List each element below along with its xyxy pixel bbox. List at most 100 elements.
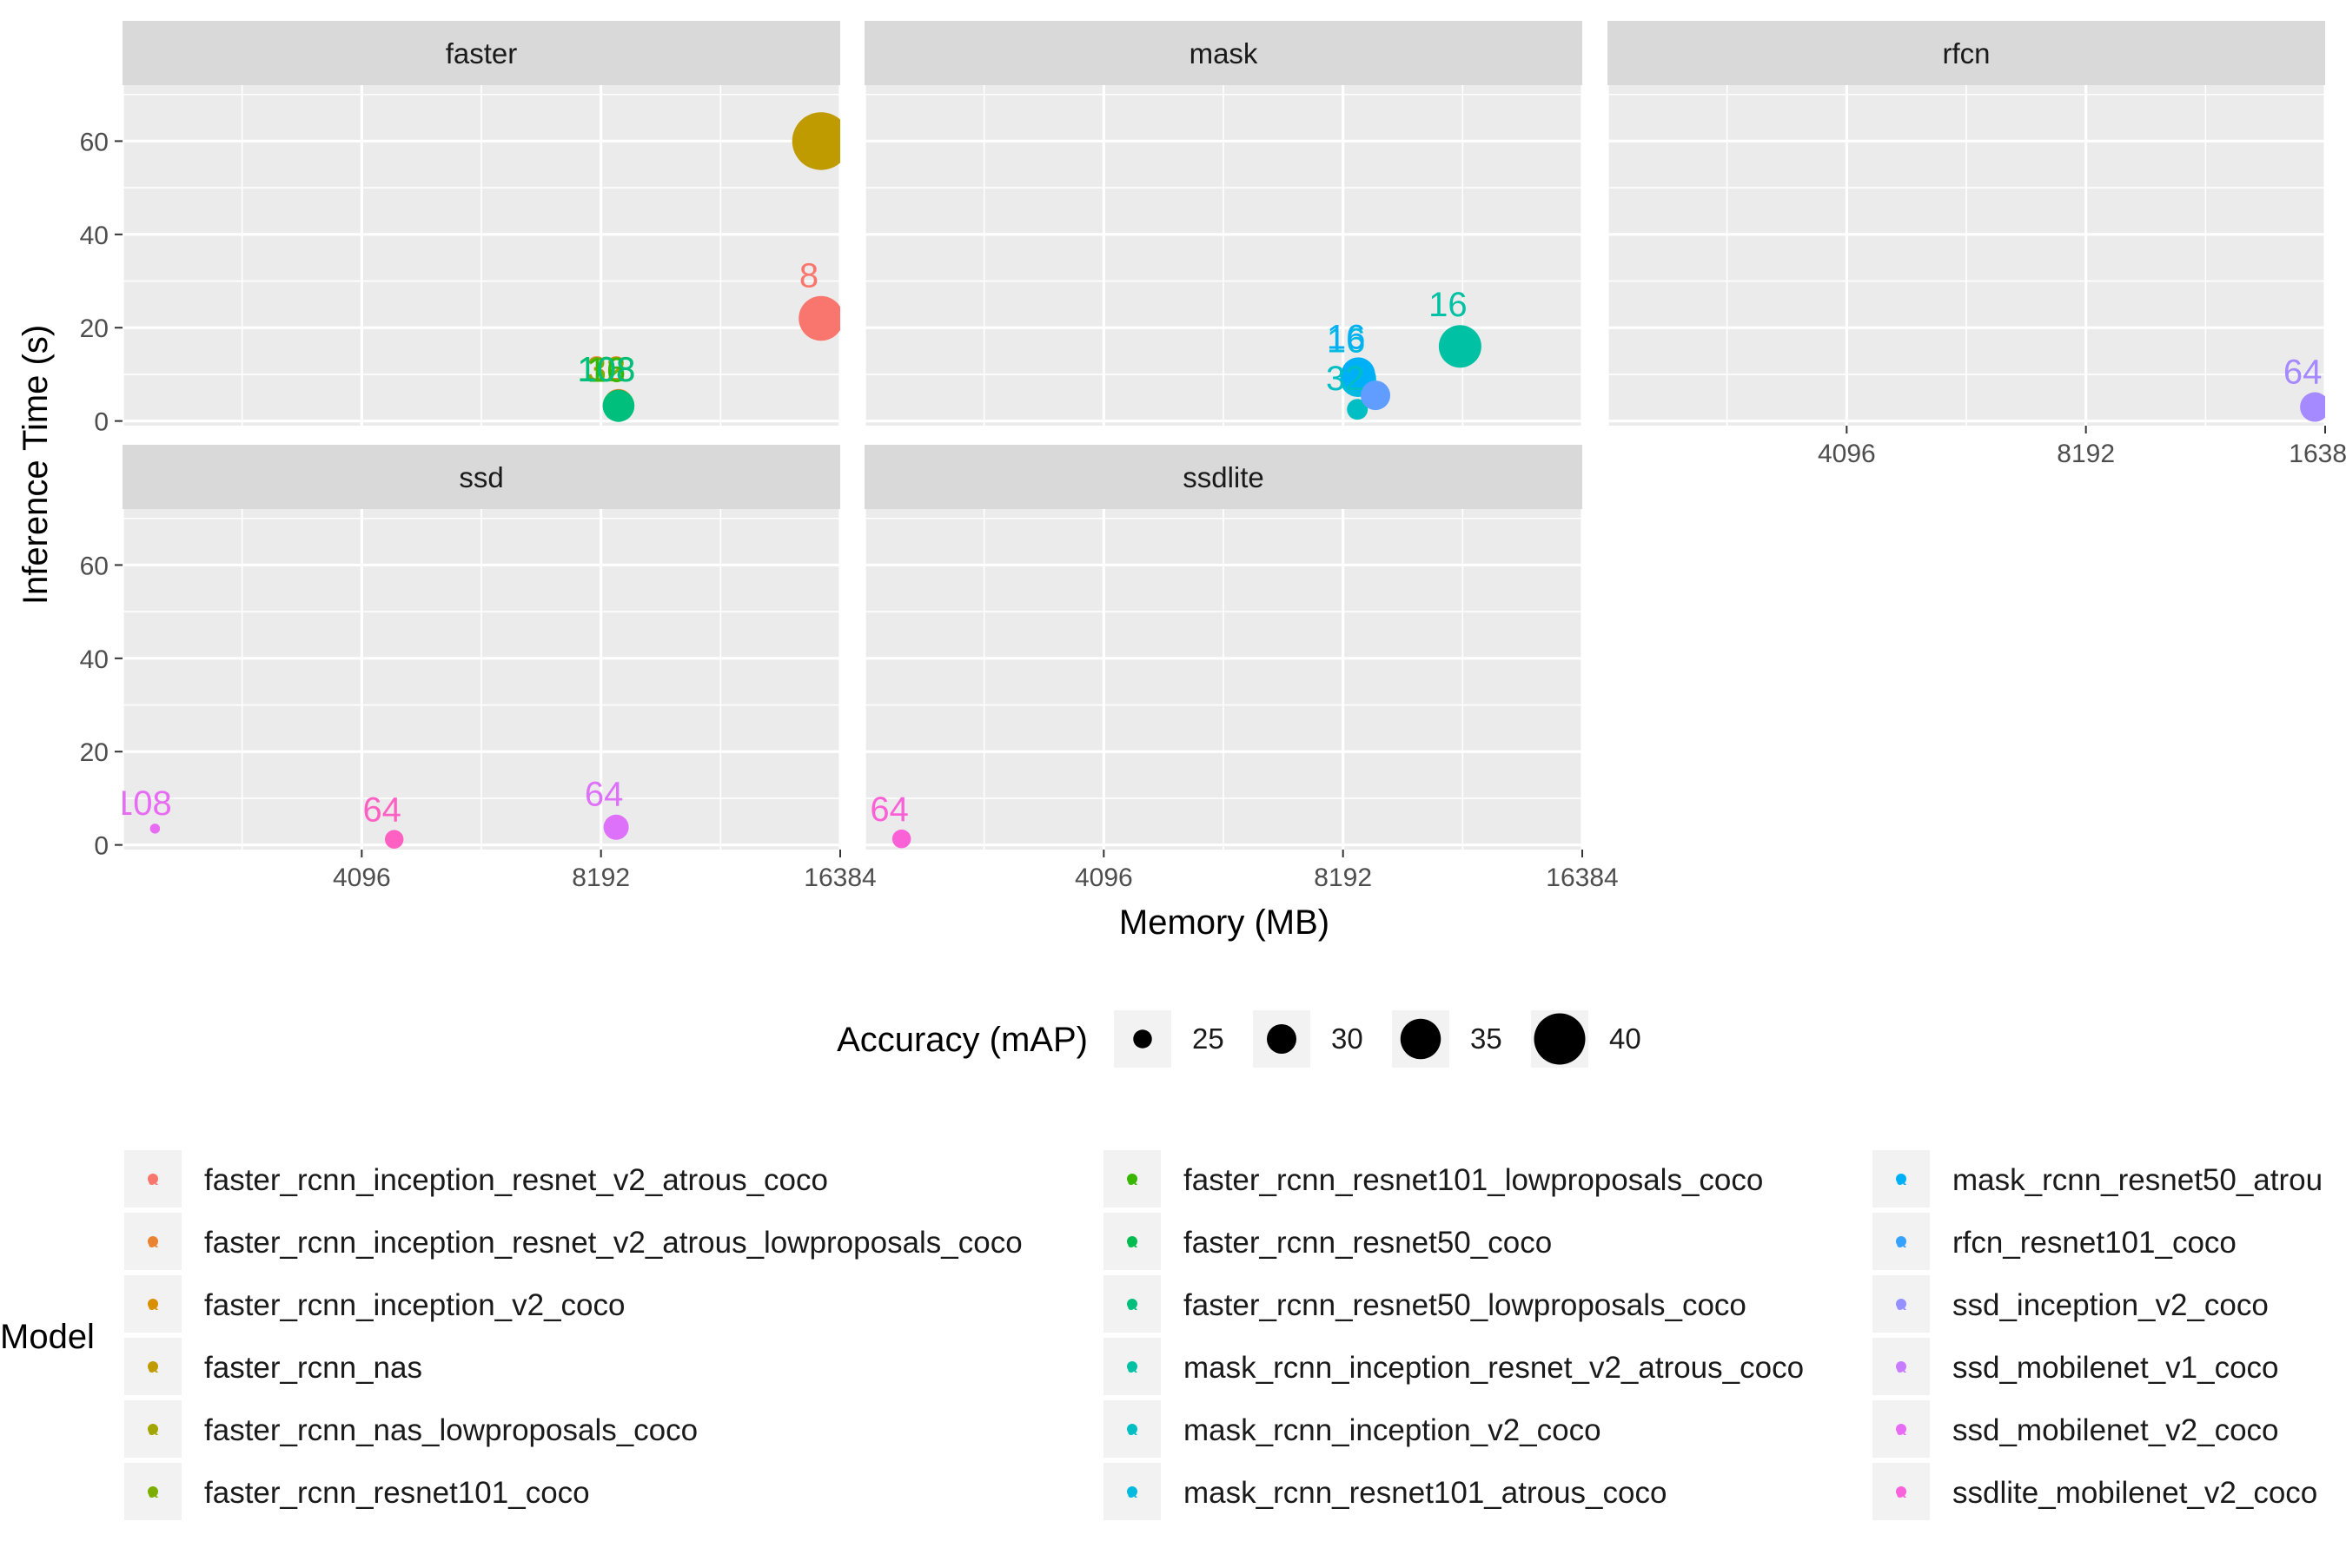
color-legend-dot xyxy=(1127,1299,1137,1309)
color-legend-letter: a xyxy=(1896,1420,1906,1439)
color-legend-dot xyxy=(148,1486,158,1497)
y-tick-label: 0 xyxy=(94,408,109,437)
size-legend-label: 40 xyxy=(1609,1022,1641,1055)
facet-strip-label-faster: faster xyxy=(446,37,518,69)
x-tick-label: 4096 xyxy=(333,863,391,892)
y-tick-label: 60 xyxy=(80,552,109,580)
y-tick-label: 40 xyxy=(80,222,109,250)
size-legend-dot xyxy=(1534,1013,1586,1065)
color-legend-dot xyxy=(148,1361,158,1372)
color-legend-letter: a xyxy=(1127,1295,1137,1314)
data-label-ssd: 108 xyxy=(114,784,172,823)
data-label-faster: 32 xyxy=(587,351,626,389)
color-legend: Model a faster_rcnn_inception_resnet_v2_at… xyxy=(0,1150,2323,1520)
color-legend-dot xyxy=(148,1424,158,1434)
y-axis-title: Inference Time (s) xyxy=(17,325,55,605)
data-point-ssd xyxy=(384,830,404,849)
color-legend-letter: a xyxy=(148,1358,158,1377)
data-label-faster: 32 xyxy=(587,350,626,388)
data-label-mask: 32 xyxy=(1326,360,1365,398)
color-legend-dot xyxy=(148,1174,158,1184)
facet-panel-ssdlite: ssdlite 4096 8192 16384 xyxy=(863,445,1619,892)
color-legend-dot xyxy=(1896,1361,1906,1372)
color-legend-label: faster_rcnn_nas_lowproposals_coco xyxy=(204,1413,698,1447)
data-label-mask: 16 xyxy=(1327,322,1366,361)
data-point-ssdlite xyxy=(891,829,911,849)
size-legend-dot xyxy=(1133,1029,1152,1049)
y-tick-label: 0 xyxy=(94,832,109,861)
color-legend-label: faster_rcnn_inception_resnet_v2_atrous_l… xyxy=(204,1226,1023,1260)
facet-strip-ssdlite xyxy=(865,445,1582,509)
data-label-ssdlite: 64 xyxy=(870,791,909,829)
color-legend-letter: a xyxy=(148,1483,158,1502)
color-legend-letter: a xyxy=(1896,1483,1906,1502)
data-label-ssd: 64 xyxy=(585,776,624,814)
facet-strip-label-rfcn: rfcn xyxy=(1942,37,1990,69)
size-legend-label: 35 xyxy=(1470,1022,1502,1055)
color-legend-label: faster_rcnn_nas xyxy=(204,1351,422,1385)
color-legend-letter: a xyxy=(1896,1358,1906,1377)
color-legend-dot xyxy=(1896,1299,1906,1309)
color-legend-label: ssd_inception_v2_coco xyxy=(1952,1288,2269,1322)
facet-strip-label-ssdlite: ssdlite xyxy=(1183,461,1264,493)
color-legend-label: faster_rcnn_inception_v2_coco xyxy=(204,1288,625,1322)
data-label-rfcn: 64 xyxy=(2283,354,2323,392)
color-legend-dot xyxy=(1896,1486,1906,1497)
facet-panel-rfcn: rfcn 4096 8192 16384 xyxy=(1606,21,2346,468)
color-legend-letter: a xyxy=(1896,1170,1906,1189)
data-point-faster xyxy=(799,295,840,341)
x-tick-label: 16384 xyxy=(2289,440,2346,468)
color-legend-label: ssdlite_mobilenet_v2_coco xyxy=(1952,1476,2317,1510)
data-point-ssd xyxy=(149,824,161,834)
facet-panel-ssd: ssd 0 20 40 60 4096 8192 16384 xyxy=(80,445,877,892)
color-legend-dot xyxy=(148,1299,158,1309)
color-legend-label: mask_rcnn_inception_resnet_v2_atrous_coc… xyxy=(1183,1351,1804,1385)
y-tick-label: 60 xyxy=(80,128,109,156)
x-tick-label: 8192 xyxy=(572,863,630,892)
color-legend-label: ssd_mobilenet_v2_coco xyxy=(1952,1413,2279,1447)
data-point-mask xyxy=(1347,399,1368,420)
color-legend-label: faster_rcnn_resnet101_lowproposals_coco xyxy=(1183,1163,1763,1197)
data-label-faster: 8 xyxy=(799,257,818,295)
data-point-faster xyxy=(602,390,635,422)
size-legend: Accuracy (mAP) 25 30 35 40 xyxy=(837,1010,1641,1068)
color-legend-label: faster_rcnn_inception_resnet_v2_atrous_c… xyxy=(204,1163,828,1197)
color-legend-dot xyxy=(1127,1236,1137,1247)
facet-strip-label-ssd: ssd xyxy=(459,461,503,493)
x-tick-label: 16384 xyxy=(1546,863,1618,892)
color-legend-label: faster_rcnn_resnet101_coco xyxy=(204,1476,590,1510)
color-legend-dot xyxy=(1896,1174,1906,1184)
data-point-ssd xyxy=(603,814,629,840)
y-tick-label: 20 xyxy=(80,738,109,767)
facet-strip-mask xyxy=(865,21,1582,85)
y-tick-label: 20 xyxy=(80,314,109,343)
data-point-mask xyxy=(1341,357,1375,392)
data-point-faster xyxy=(792,112,840,170)
facet-panel-mask: mask xyxy=(863,21,1584,426)
color-legend-label: rfcn_resnet101_coco xyxy=(1952,1226,2237,1260)
color-legend-letter: a xyxy=(148,1295,158,1314)
facet-strip-faster xyxy=(123,21,840,85)
data-label-faster: 108 xyxy=(578,351,636,389)
color-legend-label: mask_rcnn_resnet101_atrous_coco xyxy=(1183,1476,1667,1510)
color-legend-letter: a xyxy=(1127,1483,1137,1502)
color-legend-dot xyxy=(1127,1361,1137,1372)
size-legend-title: Accuracy (mAP) xyxy=(837,1021,1088,1059)
color-legend-dot xyxy=(1127,1486,1137,1497)
x-tick-label: 4096 xyxy=(1818,440,1876,468)
size-legend-label: 25 xyxy=(1192,1022,1224,1055)
y-tick-label: 40 xyxy=(80,645,109,674)
x-tick-label: 8192 xyxy=(2057,440,2115,468)
facet-strip-label-mask: mask xyxy=(1190,37,1258,69)
size-legend-dot xyxy=(1400,1018,1441,1060)
x-axis-title: Memory (MB) xyxy=(1119,903,1329,942)
color-legend-letter: a xyxy=(1127,1358,1137,1377)
facet-strip-ssd xyxy=(123,445,840,509)
color-legend-letter: a xyxy=(1127,1170,1137,1189)
color-legend-letter: a xyxy=(148,1233,158,1252)
data-points xyxy=(149,112,2325,849)
color-legend-dot xyxy=(148,1236,158,1247)
x-tick-label: 16384 xyxy=(804,863,876,892)
color-legend-label: mask_rcnn_inception_v2_coco xyxy=(1183,1413,1601,1447)
